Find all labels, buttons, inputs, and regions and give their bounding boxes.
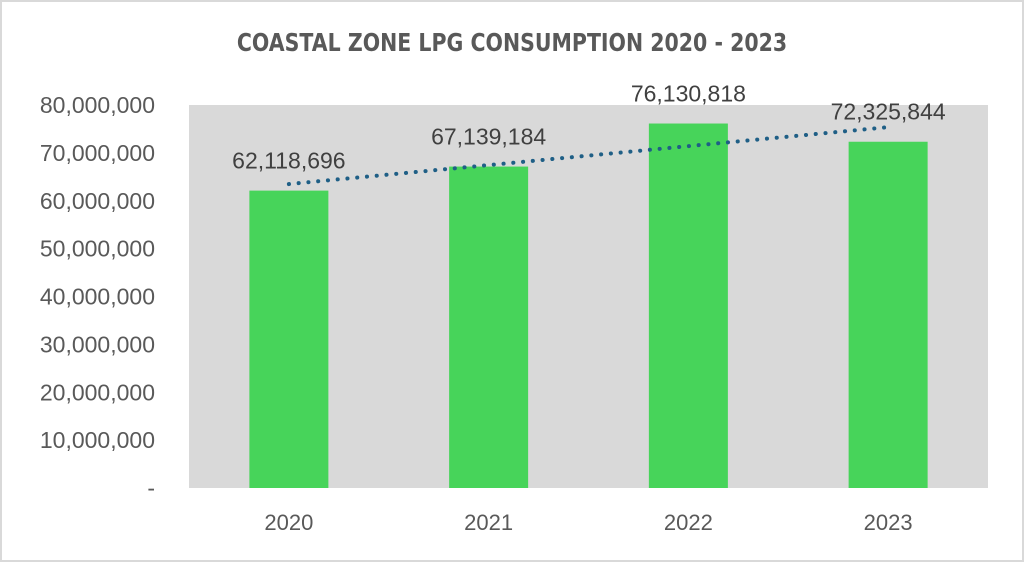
y-tick-label: 20,000,000 [40, 379, 155, 405]
x-tick-label: 2022 [664, 510, 713, 535]
y-axis: - 10,000,000 20,000,000 30,000,000 40,000,00… [40, 92, 155, 501]
bar [848, 141, 928, 488]
x-tick-label: 2023 [864, 510, 913, 535]
y-tick-label: - [147, 475, 155, 501]
trendline [286, 125, 891, 187]
bar [249, 190, 329, 488]
y-tick-label: 80,000,000 [40, 92, 155, 118]
x-tick-label: 2020 [264, 510, 313, 535]
data-label: 62,118,696 [232, 148, 345, 174]
data-labels: 62,118,696 67,139,184 76,130,818 72,325,844 [232, 81, 946, 174]
x-axis: 2020 2021 2022 2023 [264, 510, 912, 535]
bar-series [249, 123, 928, 488]
bar [449, 166, 529, 488]
y-tick-label: 70,000,000 [40, 140, 155, 166]
y-tick-label: 40,000,000 [40, 284, 155, 310]
trendline-path [286, 125, 891, 187]
y-tick-label: 50,000,000 [40, 236, 155, 262]
y-tick-label: 60,000,000 [40, 188, 155, 214]
bar [648, 123, 728, 488]
data-label: 72,325,844 [831, 99, 946, 125]
chart-title: COASTAL ZONE LPG CONSUMPTION 2020 - 2023 [236, 28, 788, 57]
y-tick-label: 10,000,000 [40, 427, 155, 453]
data-label: 67,139,184 [431, 124, 546, 150]
data-label: 76,130,818 [631, 81, 746, 107]
y-tick-label: 30,000,000 [40, 331, 155, 357]
x-tick-label: 2021 [464, 510, 513, 535]
